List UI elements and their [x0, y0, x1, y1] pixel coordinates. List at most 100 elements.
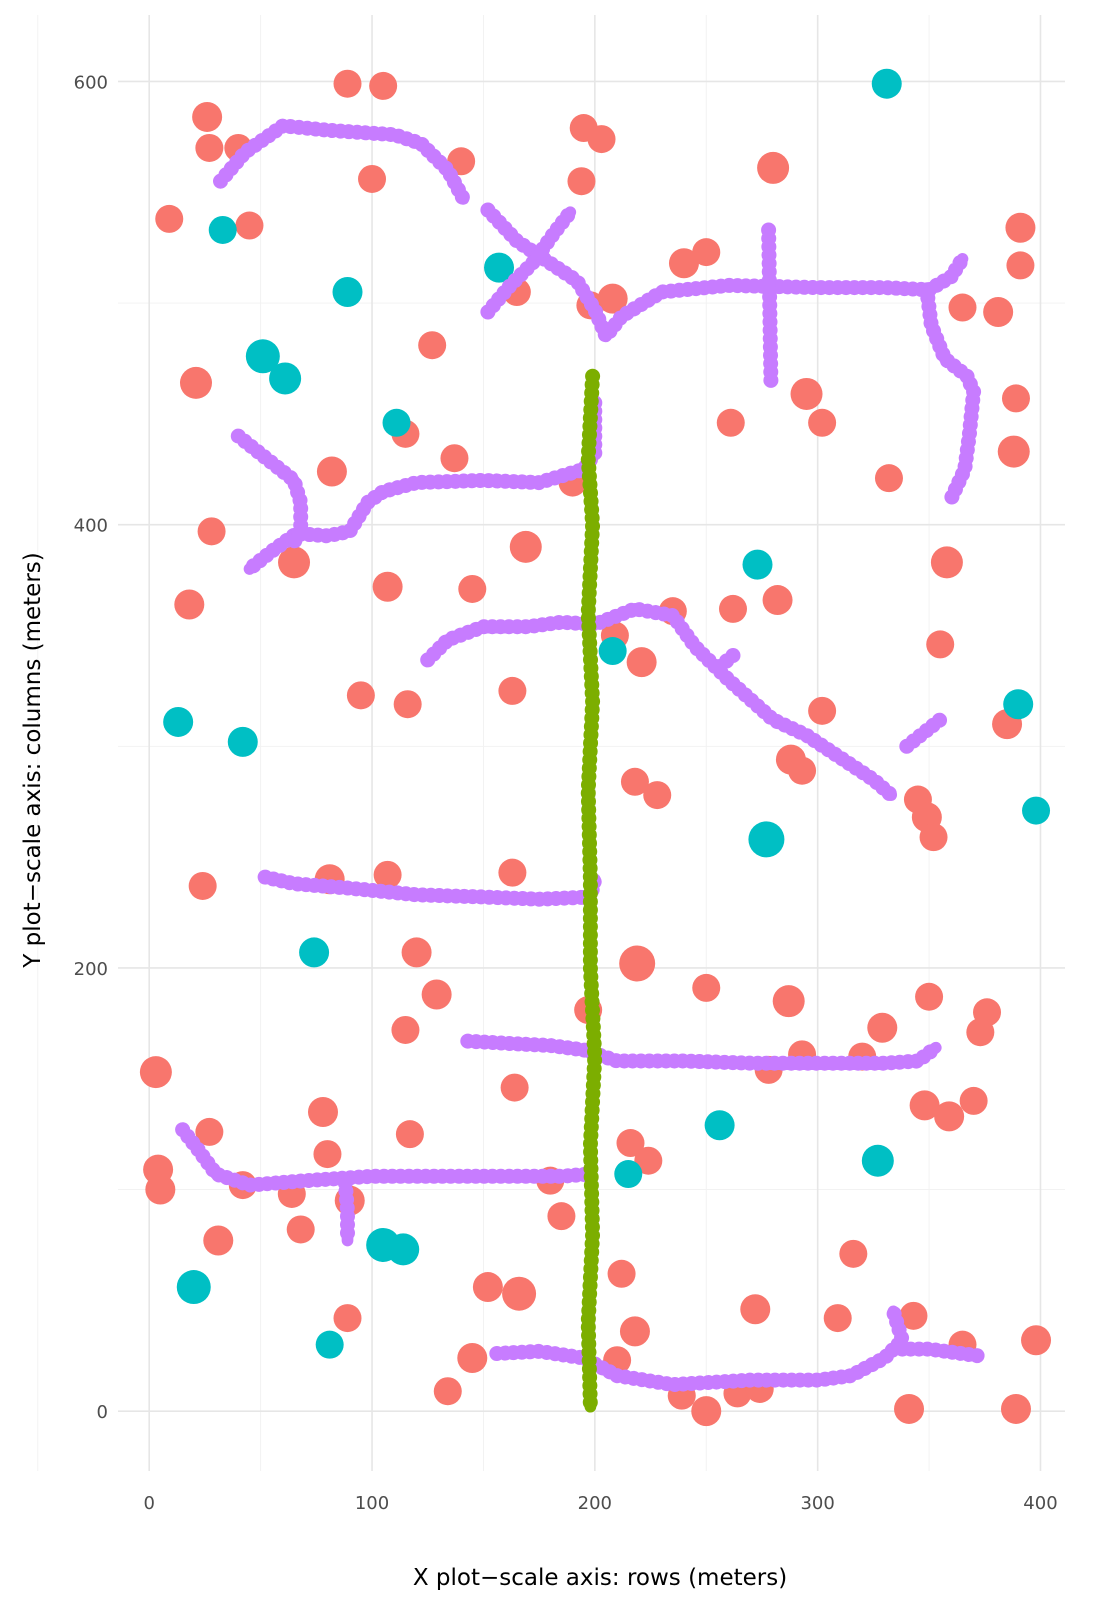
data-point [509, 530, 542, 563]
data-point [195, 133, 224, 162]
data-point [188, 871, 217, 900]
data-point [757, 151, 790, 184]
x-axis-ticks: 0 100 200 300 400 [143, 1493, 1057, 1514]
data-point [547, 1202, 576, 1231]
point-trail-core [259, 871, 601, 906]
data-point [500, 1073, 529, 1102]
data-point [1000, 1393, 1031, 1424]
data-point [691, 1396, 722, 1427]
x-axis-title: X plot−scale axis: rows (meters) [413, 1565, 787, 1591]
data-point [176, 1270, 211, 1305]
data-point [704, 1110, 735, 1141]
data-point [472, 1272, 503, 1303]
data-point [192, 101, 223, 132]
data-point [447, 147, 476, 176]
data-point [299, 937, 330, 968]
data-point [909, 1090, 940, 1121]
y-tick-label: 400 [74, 516, 108, 537]
data-point [692, 973, 721, 1002]
data-point [358, 164, 387, 193]
point-trail-core [920, 283, 980, 504]
data-point [373, 860, 402, 889]
data-point [894, 1393, 925, 1424]
data-point [823, 1304, 852, 1333]
data-point [458, 574, 487, 603]
data-point [315, 1330, 344, 1359]
data-point [1001, 384, 1030, 413]
data-point [788, 756, 817, 785]
data-point [716, 408, 745, 437]
point-trail-core [214, 119, 470, 205]
data-point [926, 630, 955, 659]
point-trail-core [711, 649, 739, 675]
data-point [740, 1294, 771, 1325]
point-trail-core [421, 603, 898, 801]
data-point [643, 781, 672, 810]
data-point [616, 1129, 645, 1158]
data-point [861, 1144, 894, 1177]
point-trail-core [232, 430, 307, 549]
data-point [692, 238, 721, 267]
data-point [208, 215, 237, 244]
data-point [145, 1174, 176, 1205]
data-point [333, 1304, 362, 1333]
data-point [245, 339, 280, 374]
data-point [668, 248, 699, 279]
data-point [959, 1086, 988, 1115]
data-point [203, 1225, 234, 1256]
data-point [808, 696, 837, 725]
point-trail-core [339, 1177, 354, 1247]
data-point [1003, 689, 1034, 720]
data-point [421, 979, 452, 1010]
data-point [867, 1012, 898, 1043]
data-point [919, 823, 948, 852]
data-point [155, 204, 184, 233]
y-tick-label: 200 [74, 959, 108, 980]
data-point [307, 1096, 338, 1127]
data-point [418, 331, 447, 360]
data-point [626, 647, 657, 678]
point-trail-core [490, 1305, 909, 1391]
data-point [915, 982, 944, 1011]
data-point [498, 858, 527, 887]
data-point [598, 637, 627, 666]
data-point [139, 1056, 172, 1089]
data-point [197, 517, 226, 546]
data-point [333, 69, 362, 98]
data-point [1021, 1325, 1052, 1356]
data-point [1006, 251, 1035, 280]
data-point [839, 1239, 868, 1268]
data-point [235, 211, 264, 240]
data-point [1022, 796, 1051, 825]
data-point [983, 296, 1014, 327]
y-tick-label: 600 [74, 72, 108, 93]
data-point [387, 1233, 420, 1266]
x-tick-label: 0 [143, 1493, 154, 1514]
point-trail-core [900, 713, 947, 753]
point-trail-core [482, 206, 577, 318]
point-trail-core [762, 224, 777, 387]
data-point [997, 435, 1030, 468]
y-axis-ticks: 0 200 400 600 [74, 72, 108, 1423]
data-point [369, 71, 398, 100]
data-point [227, 726, 258, 757]
y-axis-title: Y plot−scale axis: columns (meters) [20, 552, 46, 969]
data-point [790, 377, 823, 410]
data-point [567, 167, 596, 196]
data-point [393, 690, 422, 719]
data-point [391, 1015, 420, 1044]
data-point [934, 1101, 965, 1132]
data-point [502, 1276, 537, 1311]
data-point [278, 546, 311, 579]
point-trail-core [582, 370, 601, 1413]
data-point [948, 293, 977, 322]
data-point [395, 1120, 424, 1149]
data-point [269, 362, 302, 395]
data-point [382, 408, 411, 437]
data-point [457, 1342, 488, 1373]
data-point [619, 1316, 650, 1347]
data-point [372, 571, 403, 602]
data-point [930, 546, 963, 579]
x-tick-label: 400 [1023, 1493, 1057, 1514]
